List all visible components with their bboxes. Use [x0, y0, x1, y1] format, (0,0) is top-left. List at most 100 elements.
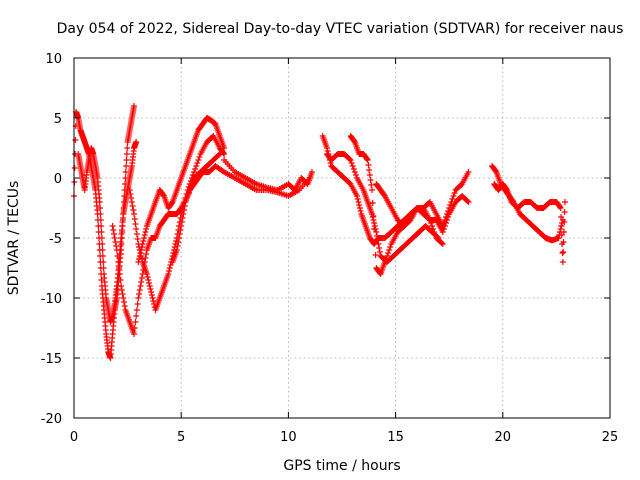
data-point — [133, 139, 140, 145]
data-point — [111, 235, 118, 241]
data-point — [558, 223, 565, 229]
data-point — [126, 187, 133, 193]
data-point — [135, 259, 142, 265]
y-tick-label: -5 — [49, 232, 62, 247]
data-point — [98, 223, 105, 229]
data-point — [173, 247, 180, 253]
data-point — [348, 160, 355, 166]
x-tick-label: 20 — [495, 430, 512, 445]
data-point — [355, 199, 362, 205]
data-point — [438, 240, 445, 246]
data-point — [354, 196, 361, 202]
data-point — [346, 156, 353, 162]
data-point — [351, 169, 358, 175]
data-point — [147, 286, 154, 292]
data-point — [352, 172, 359, 178]
data-point — [138, 247, 145, 253]
data-point — [137, 283, 144, 289]
x-tick-label: 0 — [70, 430, 78, 445]
data-point — [366, 172, 373, 178]
data-point — [131, 103, 138, 109]
data-point — [370, 213, 377, 219]
data-point — [323, 145, 330, 151]
data-point — [439, 229, 446, 235]
data-point — [111, 231, 118, 237]
data-point — [165, 271, 172, 277]
data-point — [136, 253, 143, 259]
data-point — [371, 220, 378, 226]
series-arc-8 — [319, 133, 446, 247]
data-point — [143, 251, 150, 257]
data-point — [148, 292, 155, 298]
data-point — [130, 207, 137, 213]
y-tick-label: -10 — [41, 292, 62, 307]
data-point — [445, 214, 452, 220]
data-point — [179, 215, 186, 221]
data-point — [558, 214, 565, 220]
data-point — [191, 169, 198, 175]
data-point — [113, 243, 120, 249]
data-point — [555, 235, 562, 241]
data-point — [140, 238, 147, 244]
data-point — [143, 271, 150, 277]
data-point — [146, 280, 153, 286]
data-point — [110, 227, 117, 233]
data-point — [561, 209, 568, 215]
data-point — [145, 277, 152, 283]
x-axis-label: GPS time / hours — [283, 458, 400, 474]
data-point — [193, 163, 200, 169]
y-tick-label: 0 — [54, 172, 62, 187]
data-point — [177, 227, 184, 233]
data-point — [141, 235, 148, 241]
data-point — [375, 241, 382, 247]
data-point — [166, 265, 173, 271]
y-tick-label: 10 — [45, 52, 62, 67]
data-point — [221, 145, 228, 151]
data-point — [123, 157, 130, 163]
y-tick-label: 5 — [54, 112, 62, 127]
data-point — [149, 295, 156, 301]
data-point — [371, 226, 378, 232]
data-point — [136, 256, 143, 262]
data-point — [556, 204, 563, 210]
data-point — [100, 265, 107, 271]
series-arc-4 — [126, 133, 228, 313]
data-point — [441, 223, 448, 229]
data-point — [382, 256, 389, 262]
data-point — [368, 182, 375, 188]
data-point — [178, 219, 185, 225]
data-point — [120, 295, 127, 301]
y-tick-label: -15 — [41, 352, 62, 367]
data-point — [557, 205, 564, 211]
data-point — [114, 253, 121, 259]
data-point — [139, 241, 146, 247]
data-point — [166, 268, 173, 274]
data-point — [369, 187, 376, 193]
data-point — [131, 331, 138, 337]
data-point — [354, 193, 361, 199]
x-tick-label: 15 — [387, 430, 404, 445]
x-tick-label: 10 — [280, 430, 297, 445]
data-point — [96, 199, 103, 205]
data-point — [124, 145, 131, 151]
data-point — [121, 299, 128, 305]
data-point — [148, 289, 155, 295]
data-point — [439, 241, 446, 247]
data-point — [133, 313, 140, 319]
series-arc-2 — [75, 139, 140, 325]
data-point — [376, 249, 383, 255]
series-arc-7 — [221, 157, 315, 193]
data-point — [71, 165, 78, 171]
data-point — [384, 253, 391, 259]
data-point — [142, 229, 149, 235]
data-point — [429, 223, 436, 229]
data-point — [464, 198, 471, 204]
data-point — [132, 319, 139, 325]
data-point — [117, 277, 124, 283]
data-point — [142, 255, 149, 261]
data-point — [144, 274, 151, 280]
data-point — [99, 241, 106, 247]
data-point — [371, 239, 378, 245]
data-point — [308, 169, 315, 175]
